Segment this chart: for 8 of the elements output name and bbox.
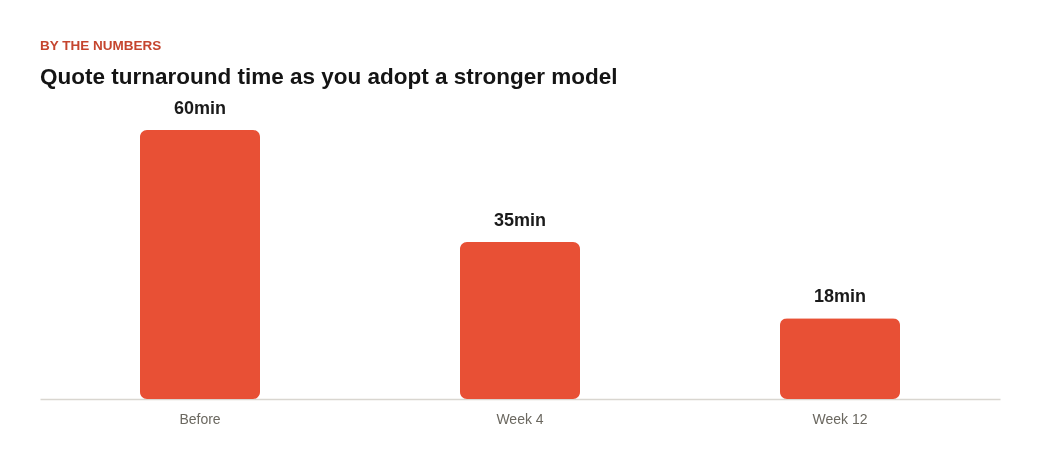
- data-label: 18min: [813, 286, 867, 307]
- x-tick-label: Week 4: [496, 410, 544, 427]
- x-tick-label: Before: [179, 410, 221, 427]
- chart-title: Quote turnaround time as you adopt a stronger model: [40, 64, 618, 89]
- chart-subtitle: BY THE NUMBERS: [40, 38, 162, 53]
- data-label: 35min: [493, 210, 547, 231]
- data-label: 60min: [173, 98, 227, 118]
- x-tick-label: Week 12: [812, 410, 868, 427]
